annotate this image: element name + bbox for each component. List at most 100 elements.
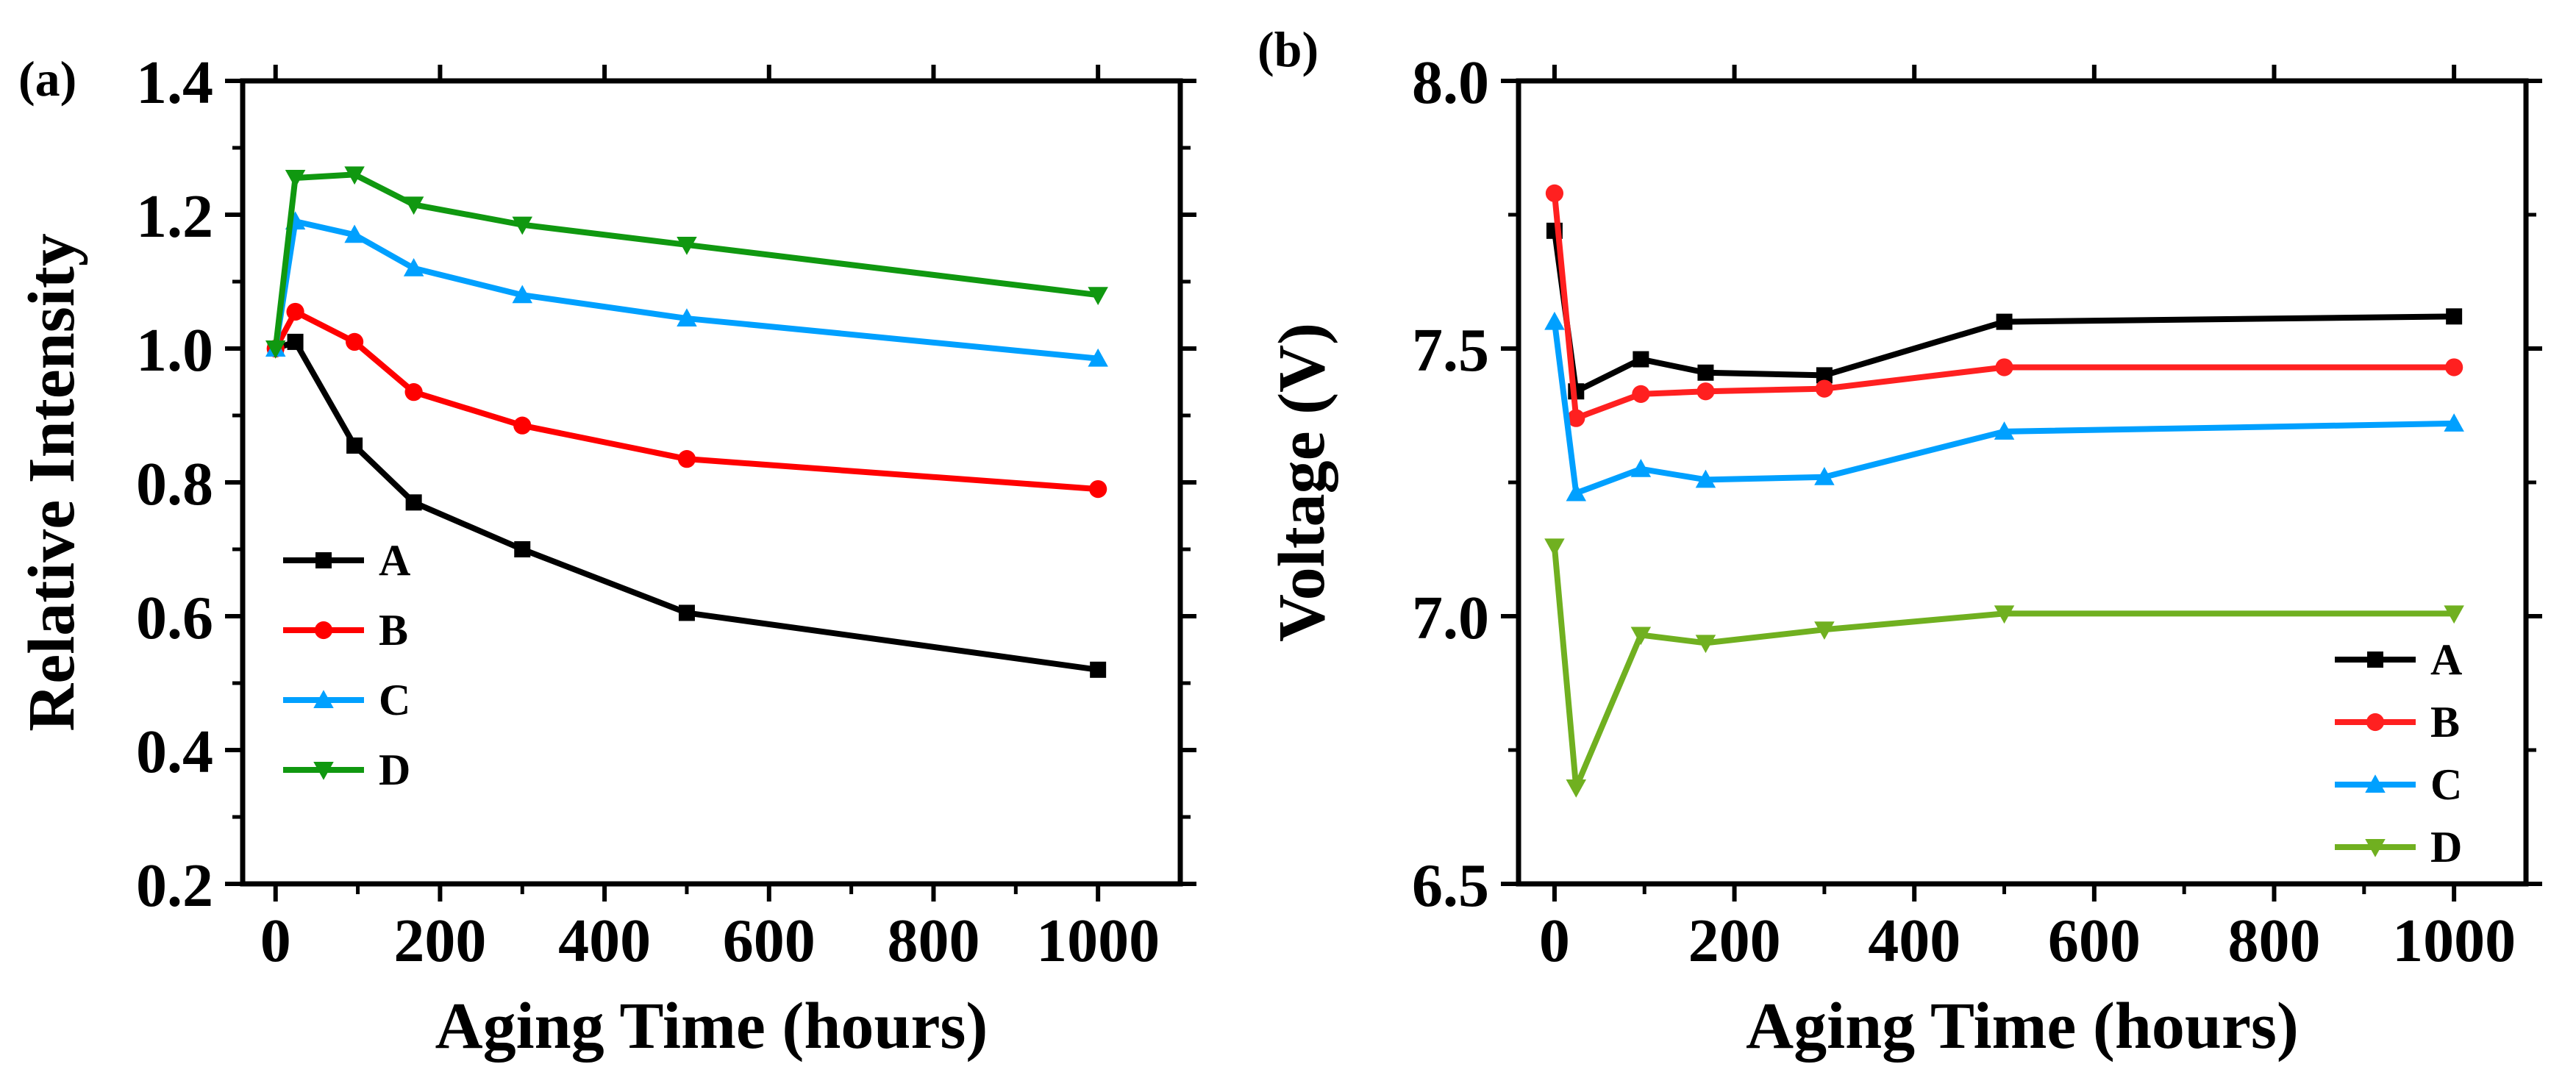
x-tick-label: 600 bbox=[2048, 907, 2141, 975]
series-b bbox=[1545, 184, 2463, 427]
data-point bbox=[265, 340, 286, 359]
data-point bbox=[2446, 308, 2463, 325]
legend-marker bbox=[313, 762, 334, 780]
series-line bbox=[1551, 546, 2455, 790]
y-axis-title: Voltage (V) bbox=[1266, 323, 1338, 642]
data-point bbox=[1996, 313, 2013, 330]
y-tick-label: 1.2 bbox=[136, 182, 213, 251]
legend-label: D bbox=[379, 746, 410, 794]
data-point bbox=[1632, 385, 1650, 403]
series-c bbox=[1544, 311, 2464, 501]
legend-item-a: A bbox=[2335, 635, 2462, 684]
data-point bbox=[2445, 358, 2463, 376]
legend-marker bbox=[314, 621, 333, 640]
data-point bbox=[1994, 421, 2015, 440]
data-point bbox=[1697, 364, 1714, 381]
data-point bbox=[677, 308, 697, 327]
data-point bbox=[1695, 469, 1716, 488]
data-point bbox=[1089, 480, 1107, 499]
x-tick-label: 1000 bbox=[2392, 907, 2516, 975]
chart-panel-b: 0 200 400 600 800 1000 6.5 7.0 7.5 8.0 Aging Time … bbox=[1257, 21, 2542, 1063]
data-point bbox=[514, 541, 531, 557]
data-point bbox=[2444, 605, 2464, 624]
legend-item-b: B bbox=[283, 606, 408, 654]
x-tick-label: 200 bbox=[393, 907, 486, 975]
data-point bbox=[677, 450, 696, 468]
y-tick-label: 7.0 bbox=[1412, 584, 1489, 652]
data-point bbox=[1815, 379, 1833, 398]
y-tick-label: 0.4 bbox=[136, 718, 213, 786]
series-line bbox=[1551, 193, 2455, 421]
data-point bbox=[1567, 409, 1585, 427]
data-point bbox=[1630, 627, 1652, 646]
data-point bbox=[1566, 779, 1587, 798]
data-point bbox=[346, 437, 363, 454]
data-point bbox=[2444, 413, 2464, 432]
data-point bbox=[512, 285, 533, 304]
legend-item-a: A bbox=[283, 536, 410, 585]
data-point bbox=[1566, 482, 1587, 501]
data-point bbox=[1088, 348, 1108, 367]
legend-marker bbox=[315, 552, 332, 568]
series-b bbox=[266, 302, 1107, 499]
x-tick-label: 400 bbox=[558, 907, 651, 975]
y-tick-label: 8.0 bbox=[1412, 49, 1489, 117]
y-tick-label: 1.4 bbox=[136, 49, 213, 117]
data-point bbox=[403, 196, 424, 215]
legend-item-c: C bbox=[2335, 760, 2462, 809]
x-axis-title: Aging Time (hours) bbox=[1746, 990, 2299, 1063]
data-point bbox=[405, 494, 422, 511]
data-point bbox=[1695, 635, 1716, 654]
x-tick-label: 600 bbox=[723, 907, 816, 975]
legend-label: A bbox=[2430, 635, 2462, 684]
data-point bbox=[677, 236, 697, 255]
y-tick-label: 0.2 bbox=[136, 852, 213, 920]
series-line bbox=[1551, 321, 2455, 496]
data-point bbox=[346, 332, 364, 351]
x-tick-label: 0 bbox=[260, 907, 291, 975]
data-point bbox=[1814, 621, 1835, 640]
series-c bbox=[265, 211, 1108, 367]
y-tick-label: 1.0 bbox=[136, 316, 213, 385]
x-axis-title: Aging Time (hours) bbox=[435, 990, 988, 1063]
panel-label: (b) bbox=[1257, 21, 1319, 77]
x-tick-label: 1000 bbox=[1036, 907, 1160, 975]
y-axis-title: Relative Intensity bbox=[15, 233, 88, 731]
data-point bbox=[1696, 382, 1715, 401]
legend-marker bbox=[2365, 839, 2386, 857]
plot-frame bbox=[1516, 78, 2529, 887]
y-tick-label: 0.8 bbox=[136, 450, 213, 518]
data-point bbox=[512, 216, 533, 235]
data-point bbox=[285, 169, 306, 188]
data-point bbox=[1544, 311, 1565, 330]
legend-item-d: D bbox=[2335, 823, 2462, 871]
data-point bbox=[1545, 184, 1564, 202]
y-tick-label: 7.5 bbox=[1412, 316, 1489, 385]
legend-item-b: B bbox=[2335, 698, 2460, 746]
legend-item-d: D bbox=[283, 746, 410, 794]
legend-marker bbox=[2365, 774, 2386, 793]
data-point bbox=[1088, 287, 1108, 305]
series-d bbox=[1544, 538, 2464, 798]
panel-label: (a) bbox=[18, 51, 76, 107]
data-point bbox=[1814, 466, 1835, 485]
legend-label: C bbox=[2430, 760, 2462, 809]
legend-marker bbox=[313, 690, 334, 708]
data-point bbox=[1994, 605, 2015, 624]
data-point bbox=[344, 166, 365, 185]
data-point bbox=[678, 604, 695, 621]
legend-label: B bbox=[2430, 698, 2460, 746]
chart-panel-a: 0 200 400 600 800 1000 0.2 0.4 0.6 0.8 1.0 1.2 1.4 Ag… bbox=[15, 49, 1196, 1063]
x-tick-label: 400 bbox=[1868, 907, 1960, 975]
legend-label: D bbox=[2430, 823, 2462, 871]
x-tick-label: 0 bbox=[1539, 907, 1570, 975]
y-tick-label: 0.6 bbox=[136, 584, 213, 652]
legend-item-c: C bbox=[283, 676, 410, 724]
data-point bbox=[1633, 351, 1649, 368]
series-d bbox=[265, 166, 1108, 359]
x-tick-label: 200 bbox=[1688, 907, 1781, 975]
data-point bbox=[1630, 459, 1652, 477]
x-tick-label: 800 bbox=[2228, 907, 2321, 975]
